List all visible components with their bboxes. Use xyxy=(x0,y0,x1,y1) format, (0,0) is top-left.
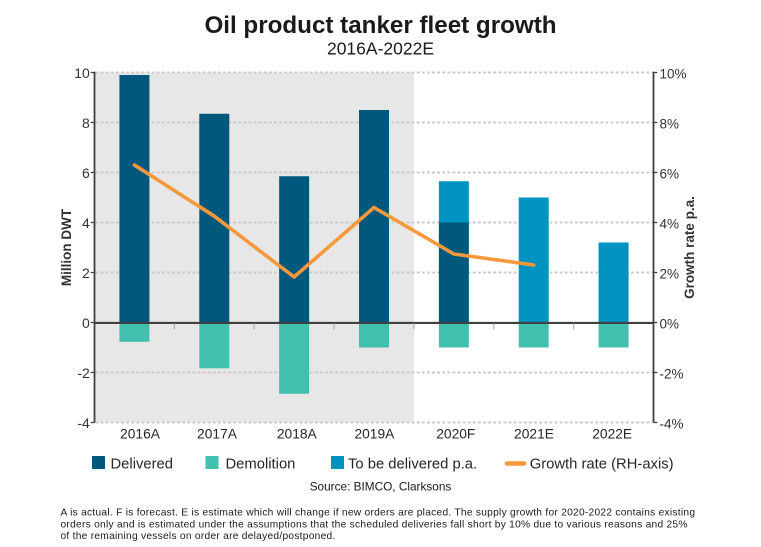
svg-text:of the remaining vessels on or: of the remaining vessels on order are de… xyxy=(61,531,336,542)
svg-text:10%: 10% xyxy=(660,66,687,81)
svg-text:2021E: 2021E xyxy=(514,427,554,442)
svg-text:Growth rate p.a.: Growth rate p.a. xyxy=(682,196,697,299)
svg-text:Million DWT: Million DWT xyxy=(59,208,74,286)
svg-text:8: 8 xyxy=(82,115,90,131)
svg-text:8%: 8% xyxy=(660,116,680,131)
svg-text:6%: 6% xyxy=(660,166,680,181)
svg-text:2%: 2% xyxy=(660,266,680,281)
svg-text:2017A: 2017A xyxy=(197,427,238,442)
svg-text:Demolition: Demolition xyxy=(226,456,296,472)
svg-text:0%: 0% xyxy=(660,316,680,331)
svg-text:To be delivered p.a.: To be delivered p.a. xyxy=(348,456,477,472)
svg-text:10: 10 xyxy=(74,65,90,81)
svg-text:A is actual. F is forecast. E: A is actual. F is forecast. E is estimat… xyxy=(61,508,696,519)
svg-text:0: 0 xyxy=(82,315,90,331)
svg-text:2018A: 2018A xyxy=(277,427,318,442)
svg-text:-4: -4 xyxy=(77,415,90,431)
svg-text:4: 4 xyxy=(82,215,90,231)
svg-text:2016A-2022E: 2016A-2022E xyxy=(327,39,434,59)
svg-text:Source: BIMCO, Clarksons: Source: BIMCO, Clarksons xyxy=(310,480,452,494)
svg-text:Growth rate (RH-axis): Growth rate (RH-axis) xyxy=(530,456,674,472)
svg-text:orders only and is estimated u: orders only and is estimated under the a… xyxy=(61,519,688,530)
svg-text:2020F: 2020F xyxy=(436,427,475,442)
svg-text:2022E: 2022E xyxy=(592,427,632,442)
svg-text:-4%: -4% xyxy=(660,416,684,431)
svg-text:2019A: 2019A xyxy=(354,427,395,442)
svg-text:-2%: -2% xyxy=(660,366,684,381)
svg-text:4%: 4% xyxy=(660,216,680,231)
svg-text:-2: -2 xyxy=(77,365,90,381)
svg-text:Delivered: Delivered xyxy=(111,456,174,472)
svg-text:2: 2 xyxy=(82,265,90,281)
svg-text:Oil product tanker fleet growt: Oil product tanker fleet growth xyxy=(204,12,556,39)
svg-text:6: 6 xyxy=(82,165,90,181)
svg-text:2016A: 2016A xyxy=(120,427,161,442)
